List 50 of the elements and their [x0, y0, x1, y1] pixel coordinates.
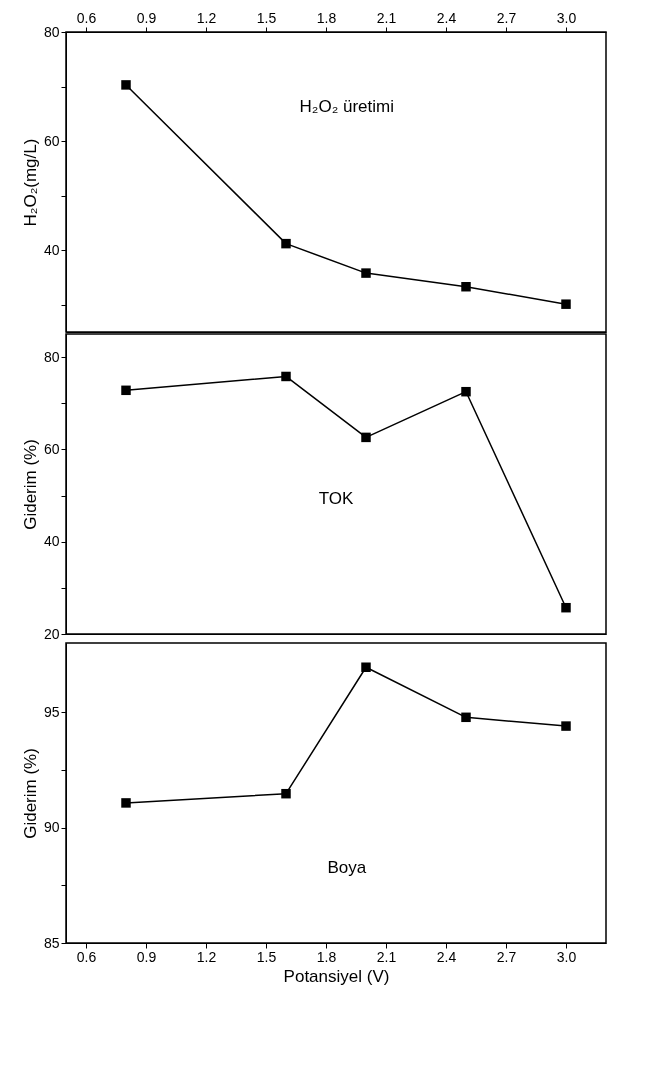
point	[281, 238, 291, 249]
x2-tick-label: 1.8	[316, 9, 337, 26]
x2-tick-label: 2.7	[496, 9, 517, 26]
annotation: H₂O₂ üretimi	[299, 97, 395, 116]
point	[461, 281, 471, 292]
point	[361, 432, 371, 443]
x2-tick-label: 0.9	[136, 9, 157, 26]
annotation: Boya	[327, 858, 367, 877]
x-tick-label: 1.8	[316, 948, 337, 965]
x2-tick-label: 3.0	[556, 9, 577, 26]
x-tick-label: 2.1	[376, 948, 397, 965]
point	[281, 371, 291, 382]
y-axis-title: H₂O₂(mg/L)	[20, 138, 40, 227]
y-tick-label: 40	[43, 241, 60, 258]
annotation: TOK	[318, 489, 354, 508]
point	[121, 80, 131, 90]
x2-tick-label: 0.6	[76, 9, 97, 26]
y-tick-label: 60	[43, 440, 60, 457]
x-tick-label: 0.9	[136, 948, 157, 965]
x2-tick-label: 2.1	[376, 9, 397, 26]
y-tick-label: 80	[43, 348, 60, 365]
point	[561, 721, 571, 731]
point	[361, 662, 371, 672]
x-tick-label: 2.7	[496, 948, 517, 965]
y-axis-title: Giderim (%)	[20, 439, 40, 530]
x-tick-label: 1.5	[256, 948, 277, 965]
point	[281, 788, 291, 799]
x2-tick-label: 1.2	[196, 9, 217, 26]
y-tick-label: 95	[43, 703, 60, 720]
point	[461, 712, 471, 723]
x2-tick-label: 1.5	[256, 9, 277, 26]
point	[121, 798, 131, 808]
x-tick-label: 0.6	[76, 948, 97, 965]
x-axis-title: Potansiyel (V)	[283, 966, 390, 986]
point	[361, 268, 371, 278]
point	[561, 602, 571, 613]
y-axis-title: Giderim (%)	[20, 748, 40, 839]
y-tick-label: 60	[43, 132, 60, 149]
x-tick-label: 3.0	[556, 948, 577, 965]
x-tick-label: 1.2	[196, 948, 217, 965]
point	[561, 299, 571, 309]
x2-tick-label: 2.4	[436, 9, 457, 26]
y-tick-label: 20	[43, 625, 60, 642]
point	[121, 385, 131, 396]
y-tick-label: 40	[43, 533, 60, 550]
y-tick-label: 90	[43, 819, 60, 836]
y-tick-label: 80	[43, 23, 60, 40]
x-tick-label: 2.4	[436, 948, 457, 965]
point	[461, 386, 471, 397]
y-tick-label: 85	[43, 934, 60, 951]
